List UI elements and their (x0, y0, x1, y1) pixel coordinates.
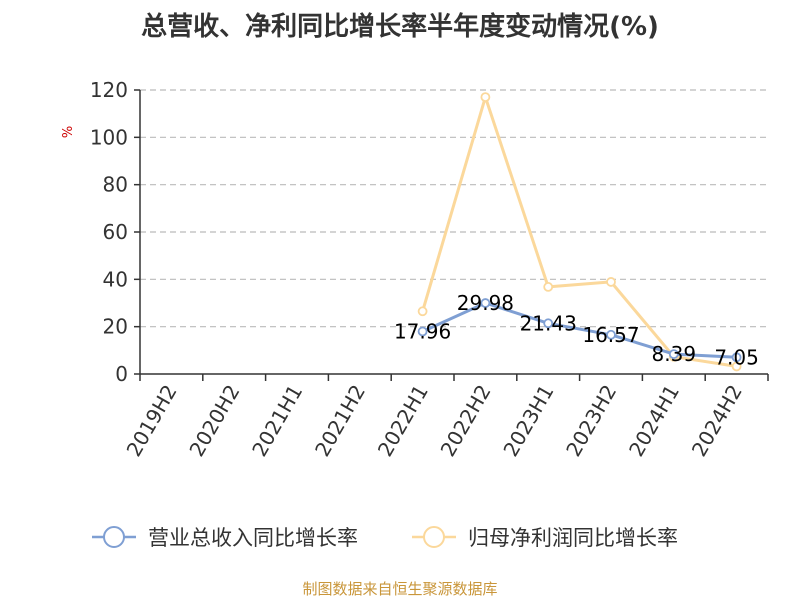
x-tick-label: 2024H2 (687, 381, 747, 461)
data-label: 7.05 (714, 345, 759, 369)
grid-lines (140, 89, 768, 328)
chart-title: 总营收、净利同比增长率半年度变动情况(%) (141, 12, 659, 42)
legend-marker-0 (103, 526, 125, 548)
y-tick-label: 120 (90, 78, 128, 102)
series-line-1 (421, 95, 737, 368)
data-label: 8.39 (652, 342, 697, 366)
data-label: 16.57 (582, 323, 639, 347)
source-note: 制图数据来自恒生聚源数据库 (302, 580, 498, 598)
data-point (417, 306, 428, 317)
x-tick-label: 2024H1 (624, 381, 684, 461)
x-tick-label: 2022H1 (373, 381, 433, 461)
data-label: 29.98 (457, 291, 514, 315)
legend: 营业总收入同比增长率 归母净利润同比增长率 (92, 526, 678, 550)
data-point (731, 352, 742, 363)
legend-marker-1 (423, 526, 445, 548)
y-tick-label: 60 (103, 220, 128, 244)
data-point (543, 318, 554, 329)
data-point (480, 298, 491, 308)
y-tick-label: 80 (103, 173, 128, 197)
x-tick-label: 2020H2 (184, 381, 244, 461)
x-tick-label: 2023H1 (498, 381, 558, 461)
legend-label-1: 归母净利润同比增长率 (468, 526, 678, 550)
legend-label-0: 营业总收入同比增长率 (148, 526, 358, 550)
data-label: 17.96 (394, 319, 451, 343)
data-point (731, 361, 742, 372)
y-tick-label: 40 (103, 267, 128, 291)
y-tick-label: 20 (103, 315, 128, 339)
data-point (606, 329, 616, 340)
series (417, 92, 742, 372)
x-tick-label: 2023H2 (561, 381, 621, 461)
series-line-0 (421, 301, 737, 359)
axes: 0 20 40 60 80 100 120% 2019H2 2020H2 2021H1 2021H2… (61, 78, 769, 461)
data-point (417, 326, 428, 337)
x-tick-label: 2021H1 (247, 381, 307, 461)
x-tick-label: 2022H2 (436, 381, 496, 461)
data-point (606, 277, 616, 287)
y-tick-label: 100 (90, 125, 128, 149)
data-point (543, 282, 554, 292)
y-axis-unit: % (61, 126, 76, 138)
data-label: 21.43 (520, 311, 577, 335)
x-tick-label: 2021H2 (310, 381, 370, 461)
x-tick-label: 2019H2 (122, 381, 182, 461)
data-point (480, 92, 491, 102)
y-tick-label: 0 (115, 362, 128, 386)
data-point (668, 349, 679, 360)
